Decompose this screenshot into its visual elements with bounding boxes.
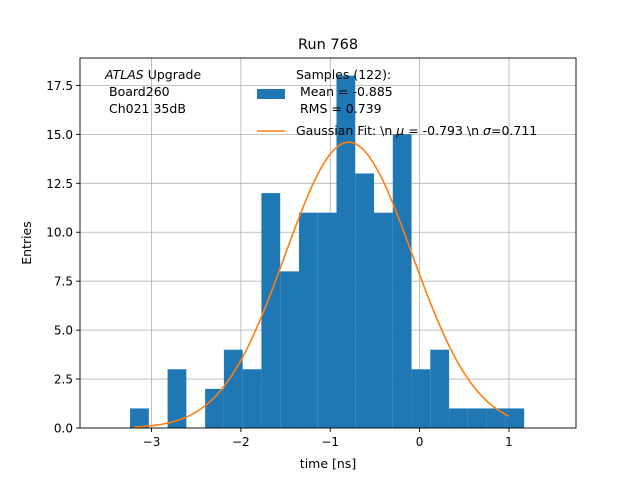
y-tick-label: 12.5 — [46, 177, 73, 191]
histogram-bar — [467, 408, 487, 428]
histogram-bar — [223, 349, 243, 428]
legend-histogram-label-3: RMS = 0.739 — [296, 101, 382, 116]
histogram-bar — [336, 75, 356, 428]
histogram-bar — [355, 173, 375, 428]
legend-fit-mu: μ — [395, 123, 404, 138]
legend-histogram-swatch — [257, 89, 285, 99]
legend-fit-prefix: Gaussian Fit: \n — [296, 123, 396, 138]
y-tick-label: 7.5 — [54, 275, 73, 289]
x-tick-label: 1 — [505, 435, 513, 449]
histogram-bar — [167, 369, 187, 428]
annotation-line-2: Board260 — [109, 84, 170, 99]
histogram-bar — [298, 212, 318, 428]
y-tick-label: 15.0 — [46, 128, 73, 142]
x-axis-ticks: −3 −2 −1 0 1 — [143, 428, 513, 449]
y-tick-label: 10.0 — [46, 226, 73, 240]
histogram-bar — [411, 369, 431, 428]
histogram-bar — [505, 408, 525, 428]
legend-histogram-label-2: Mean = -0.885 — [296, 84, 393, 99]
annotation-line-3: Ch021 35dB — [109, 101, 186, 116]
histogram-bar — [317, 212, 337, 428]
histogram-bar — [392, 134, 412, 428]
x-tick-label: −2 — [232, 435, 250, 449]
atlas-annotation: ATLAS Upgrade Board260 Ch021 35dB — [104, 67, 201, 116]
histogram-bar — [430, 349, 450, 428]
legend-fit-sigma: σ — [483, 123, 492, 138]
legend-fit-middle: = -0.793 \n — [404, 123, 483, 138]
histogram-bar — [449, 408, 468, 428]
legend: Samples (122): Mean = -0.885 RMS = 0.739… — [257, 67, 537, 138]
x-axis-label: time [ns] — [300, 456, 356, 471]
x-tick-label: 0 — [416, 435, 424, 449]
chart-title: Run 768 — [298, 37, 358, 53]
histogram-bar — [280, 271, 299, 428]
x-tick-label: −1 — [321, 435, 339, 449]
annotation-line-1: ATLAS Upgrade — [104, 67, 201, 82]
plot-area-frame — [79, 57, 577, 429]
y-tick-label: 2.5 — [54, 373, 73, 387]
gaussian-fit-curve — [133, 141, 510, 428]
histogram-bar — [130, 408, 149, 428]
y-tick-label: 17.5 — [46, 79, 73, 93]
histogram-bar — [205, 388, 224, 428]
histogram-bar — [374, 212, 393, 428]
annotation-upgrade: Upgrade — [144, 67, 202, 82]
x-tick-label: −3 — [143, 435, 161, 449]
histogram-bar — [486, 408, 506, 428]
annotation-atlas-italic: ATLAS — [104, 67, 144, 82]
y-tick-label: 0.0 — [54, 422, 73, 436]
histogram-bars — [130, 75, 525, 428]
histogram-bar — [261, 193, 281, 428]
legend-fit-suffix: =0.711 — [491, 123, 537, 138]
legend-fit-label: Gaussian Fit: \n μ = -0.793 \n σ=0.711 — [296, 123, 537, 138]
y-axis-ticks: 0.0 2.5 5.0 7.5 10.0 12.5 15.0 17.5 — [46, 79, 80, 436]
legend-histogram-label-1: Samples (122): — [296, 67, 391, 82]
y-axis-label: Entries — [19, 221, 34, 265]
histogram-bar — [242, 369, 262, 428]
y-tick-label: 5.0 — [54, 324, 73, 338]
